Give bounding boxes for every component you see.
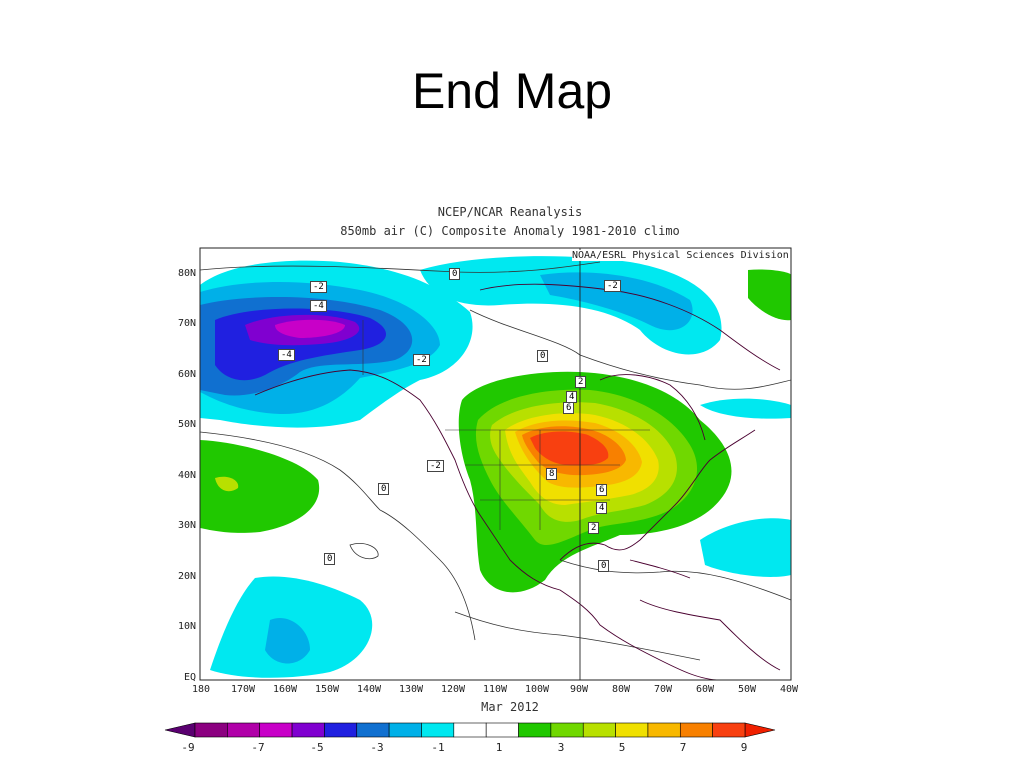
lon-label-110w: 110W (482, 684, 508, 695)
map-header-variable: 850mb air (C) Composite Anomaly 1981-201… (340, 224, 680, 238)
lon-label-120w: 120W (440, 684, 466, 695)
lat-label-80n: 80N (177, 268, 196, 279)
lat-label-10n: 10N (177, 621, 196, 632)
map-frame (199, 247, 792, 681)
contour-label: 6 (596, 484, 608, 496)
contour-label: 8 (546, 468, 558, 480)
colorbar-label-1: 1 (495, 741, 503, 754)
colorbar-cell (356, 722, 390, 738)
lon-label-170w: 170W (230, 684, 256, 695)
contour-label: 0 (324, 553, 336, 565)
lat-label-60n: 60N (177, 369, 196, 380)
lon-label-100w: 100W (524, 684, 550, 695)
warm-region-3 (748, 269, 791, 321)
map-header-source: NCEP/NCAR Reanalysis (437, 205, 583, 219)
contour-label: -4 (278, 349, 295, 361)
colorbar-left-arrow (164, 722, 196, 738)
colorbar-label-neg7: -7 (251, 741, 265, 754)
colorbar-label-neg1: -1 (431, 741, 445, 754)
contour-label: 0 (378, 483, 390, 495)
colorbar-cell (518, 722, 552, 738)
map-date-label: Mar 2012 (481, 700, 539, 714)
lat-label-20n: 20N (177, 571, 196, 582)
warm-region-10 (530, 431, 609, 466)
lon-label-130w: 130W (398, 684, 424, 695)
lon-label-50w: 50W (737, 684, 757, 695)
colorbar-cell (324, 722, 358, 738)
colorbar (164, 722, 776, 738)
colorbar-label-neg9: -9 (181, 741, 195, 754)
colorbar-cell (550, 722, 584, 738)
lon-label-140w: 140W (356, 684, 382, 695)
slide-title: End Map (411, 63, 613, 119)
lat-label-30n: 30N (177, 520, 196, 531)
warm-region-2 (215, 476, 239, 492)
lat-label-50n: 50N (177, 419, 196, 430)
colorbar-label-3: 3 (557, 741, 565, 754)
colorbar-label-9: 9 (740, 741, 748, 754)
colorbar-cell (453, 722, 487, 738)
colorbar-cell (388, 722, 422, 738)
colorbar-cell (291, 722, 325, 738)
colorbar-cell (712, 722, 746, 738)
map-field (200, 248, 791, 680)
contour-label: 4 (596, 502, 608, 514)
cold-region-6 (275, 319, 345, 338)
lon-label-150w: 150W (314, 684, 340, 695)
coastlines (254, 283, 781, 680)
lat-label-70n: 70N (177, 318, 196, 329)
lon-label-70w: 70W (653, 684, 673, 695)
cold-region-12 (700, 398, 791, 419)
colorbar-cell (227, 722, 261, 738)
contour-label: -4 (310, 300, 327, 312)
data-credit: NOAA/ESRL Physical Sciences Division (572, 250, 789, 261)
contour-lines (200, 261, 791, 661)
contour-label: 0 (449, 268, 461, 280)
colorbar-cell (582, 722, 616, 738)
contour-label: 0 (537, 350, 549, 362)
contour-label: -2 (310, 281, 327, 293)
colorbar-right-arrow (744, 722, 776, 738)
warm-region-1 (200, 440, 320, 533)
colorbar-label-neg5: -5 (310, 741, 324, 754)
lat-label-eq: EQ (183, 672, 196, 683)
contour-label: 2 (575, 376, 587, 388)
colorbar-cell (679, 722, 713, 738)
colorbar-cell (647, 722, 681, 738)
colorbar-cell (259, 722, 293, 738)
contour-label: 0 (598, 560, 610, 572)
lon-label-90w: 90W (569, 684, 589, 695)
contour-label: -2 (413, 354, 430, 366)
lon-label-160w: 160W (272, 684, 298, 695)
lon-label-80w: 80W (611, 684, 631, 695)
colorbar-label-7: 7 (679, 741, 687, 754)
contour-label: -2 (604, 280, 621, 292)
cold-region-11 (700, 518, 791, 577)
cold-region-10 (265, 618, 310, 664)
colorbar-label-neg3: -3 (370, 741, 384, 754)
colorbar-cell (194, 722, 228, 738)
contour-label: 2 (588, 522, 600, 534)
lon-label-180: 180 (191, 684, 211, 695)
colorbar-label-5: 5 (618, 741, 626, 754)
cold-region-7 (420, 256, 722, 355)
lat-label-40n: 40N (177, 470, 196, 481)
lon-label-40w: 40W (779, 684, 799, 695)
contour-label: -2 (427, 460, 444, 472)
colorbar-cell (421, 722, 455, 738)
colorbar-cell (615, 722, 649, 738)
lon-label-60w: 60W (695, 684, 715, 695)
colorbar-cell (485, 722, 519, 738)
contour-label: 6 (563, 402, 575, 414)
